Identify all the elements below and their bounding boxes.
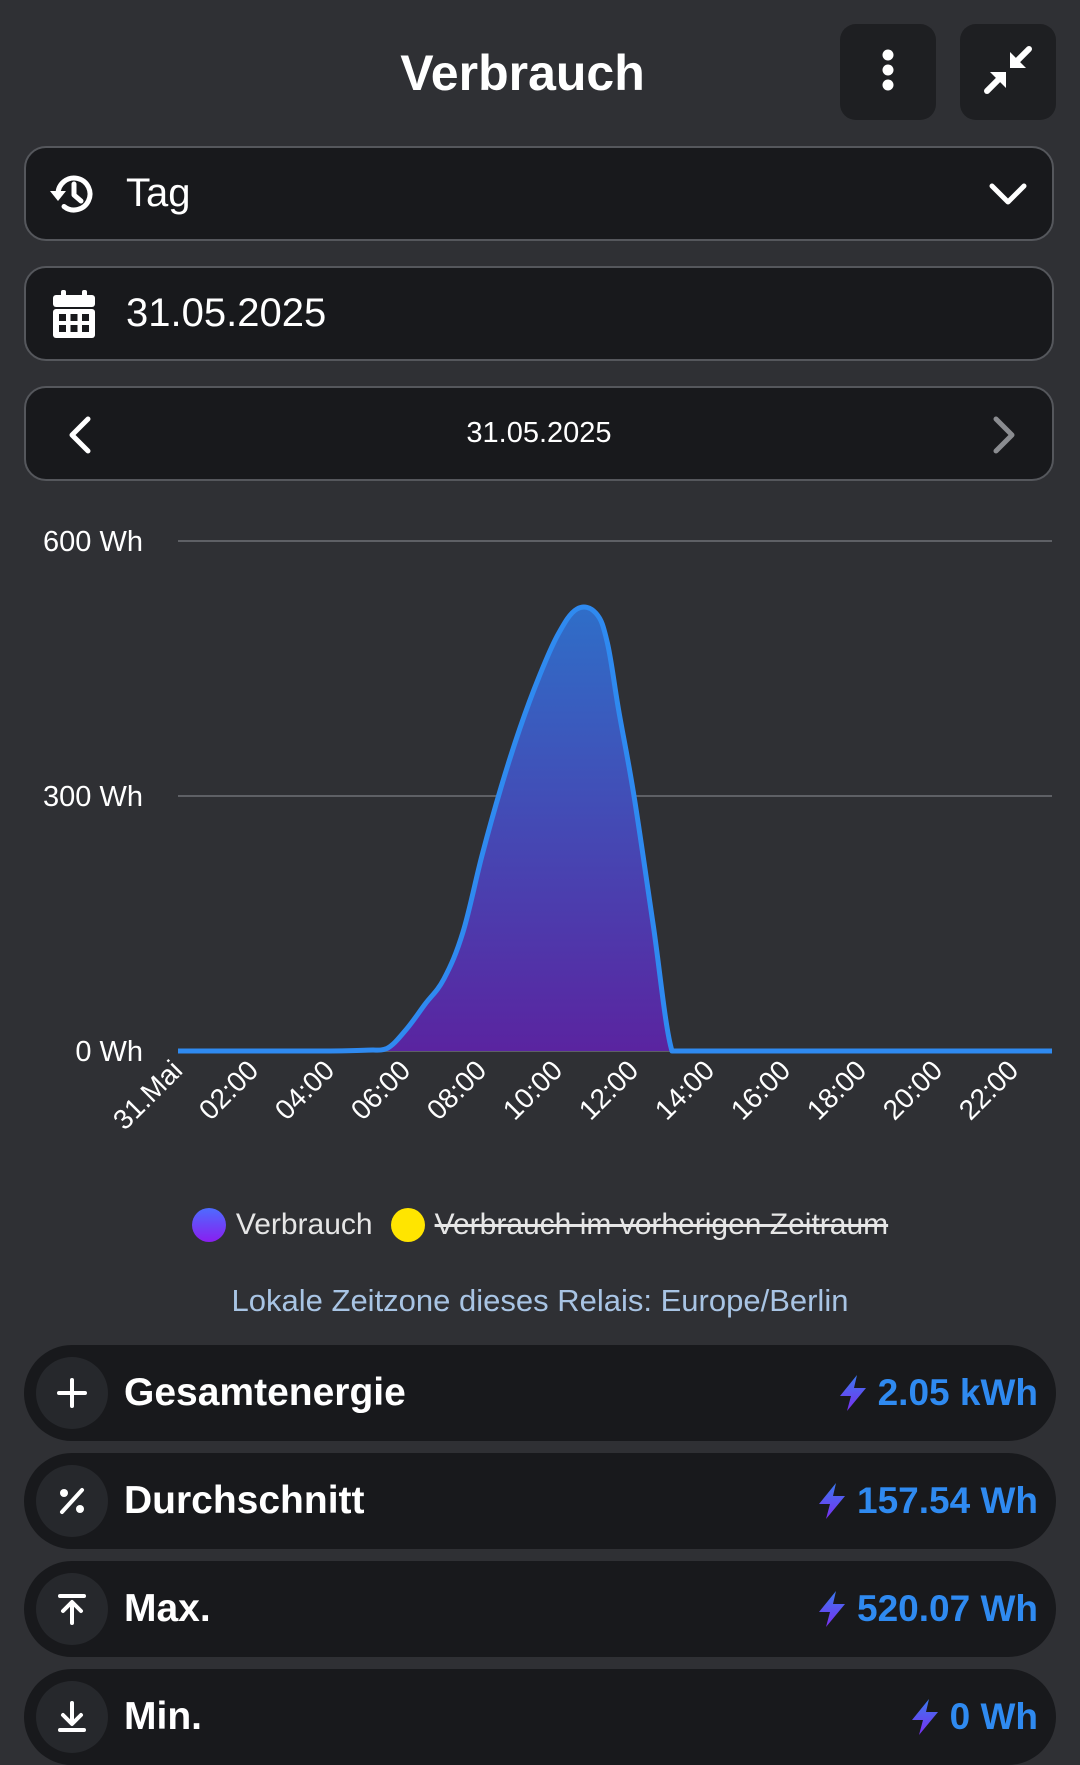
percent-icon — [36, 1465, 108, 1537]
timezone-note: Lokale Zeitzone dieses Relais: Europe/Be… — [231, 1283, 849, 1318]
date-field[interactable]: 31.05.2025 — [24, 266, 1054, 361]
header: Verbrauch — [0, 0, 1080, 148]
x-tick-label: 18:00 — [801, 1054, 872, 1125]
calendar-icon — [46, 286, 102, 342]
stat-min: Min. 0 Wh — [24, 1669, 1056, 1765]
stat-max-value: 520.07 Wh — [857, 1588, 1038, 1629]
series-line-verbrauch[interactable] — [178, 604, 1052, 1054]
plus-icon — [36, 1357, 108, 1429]
legend-swatch-previous — [390, 1208, 425, 1242]
collapse-icon — [981, 43, 1035, 102]
stat-average-label: Durchschnitt — [124, 1479, 365, 1522]
legend-label-current: Verbrauch — [235, 1208, 373, 1241]
stat-min-label: Min. — [124, 1695, 202, 1738]
y-tick-label: 0 Wh — [75, 1036, 143, 1068]
chevron-right-icon — [993, 416, 1015, 454]
x-tick-label: 08:00 — [421, 1054, 492, 1125]
stat-max-label: Max. — [124, 1587, 211, 1630]
chart-legend: Verbrauch Verbrauch im vorherigen Zeitra… — [0, 1202, 1080, 1248]
x-tick-label: 20:00 — [877, 1054, 948, 1125]
y-tick-label: 300 Wh — [43, 781, 143, 813]
history-icon — [46, 166, 102, 222]
x-tick-label: 12:00 — [573, 1054, 644, 1125]
bolt-icon — [911, 1699, 938, 1735]
stat-total-energy: Gesamtenergie 2.05 kWh — [24, 1345, 1056, 1441]
bolt-icon — [819, 1591, 846, 1627]
x-tick-label: 04:00 — [269, 1054, 340, 1125]
period-select[interactable]: Tag — [24, 146, 1054, 241]
current-date-label: 31.05.2025 — [466, 417, 612, 449]
x-tick-label: 14:00 — [649, 1054, 720, 1125]
stat-total-label: Gesamtenergie — [124, 1371, 406, 1414]
stat-average: Durchschnitt 157.54 Wh — [24, 1453, 1056, 1549]
chevron-left-icon — [69, 416, 91, 454]
next-date-button[interactable] — [980, 411, 1028, 459]
date-field-value: 31.05.2025 — [126, 291, 327, 335]
page-title: Verbrauch — [400, 45, 645, 101]
legend-item-previous[interactable]: Verbrauch im vorherigen Zeitraum — [390, 1208, 889, 1242]
legend-swatch-current — [191, 1208, 226, 1242]
x-tick-label: 10:00 — [497, 1054, 568, 1125]
series-area-verbrauch — [178, 607, 1052, 1051]
x-tick-label: 06:00 — [345, 1054, 416, 1125]
legend-label-previous: Verbrauch im vorherigen Zeitraum — [434, 1208, 889, 1241]
arrow-up-bar-icon — [36, 1573, 108, 1645]
collapse-button[interactable] — [960, 24, 1056, 120]
bolt-icon — [819, 1483, 846, 1519]
previous-date-button[interactable] — [56, 411, 104, 459]
chevron-down-icon — [986, 172, 1030, 221]
x-tick-label: 22:00 — [953, 1054, 1024, 1125]
bolt-icon — [839, 1375, 866, 1411]
consumption-chart[interactable]: 600 Wh 300 Wh 0 Wh 31.Mai 02:00 04:00 06:00 08… — [0, 500, 1080, 1180]
legend-item-current[interactable]: Verbrauch — [191, 1208, 373, 1242]
more-vertical-icon — [868, 46, 908, 99]
period-select-value: Tag — [126, 171, 191, 215]
date-navigator: 31.05.2025 — [24, 386, 1054, 481]
stat-total-value: 2.05 kWh — [877, 1372, 1038, 1413]
y-tick-label: 600 Wh — [43, 526, 143, 558]
x-tick-label: 02:00 — [193, 1054, 264, 1125]
stat-min-value: 0 Wh — [949, 1696, 1038, 1737]
x-tick-label: 16:00 — [725, 1054, 796, 1125]
stat-average-value: 157.54 Wh — [857, 1480, 1038, 1521]
more-options-button[interactable] — [840, 24, 936, 120]
stat-max: Max. 520.07 Wh — [24, 1561, 1056, 1657]
arrow-down-bar-icon — [36, 1681, 108, 1753]
